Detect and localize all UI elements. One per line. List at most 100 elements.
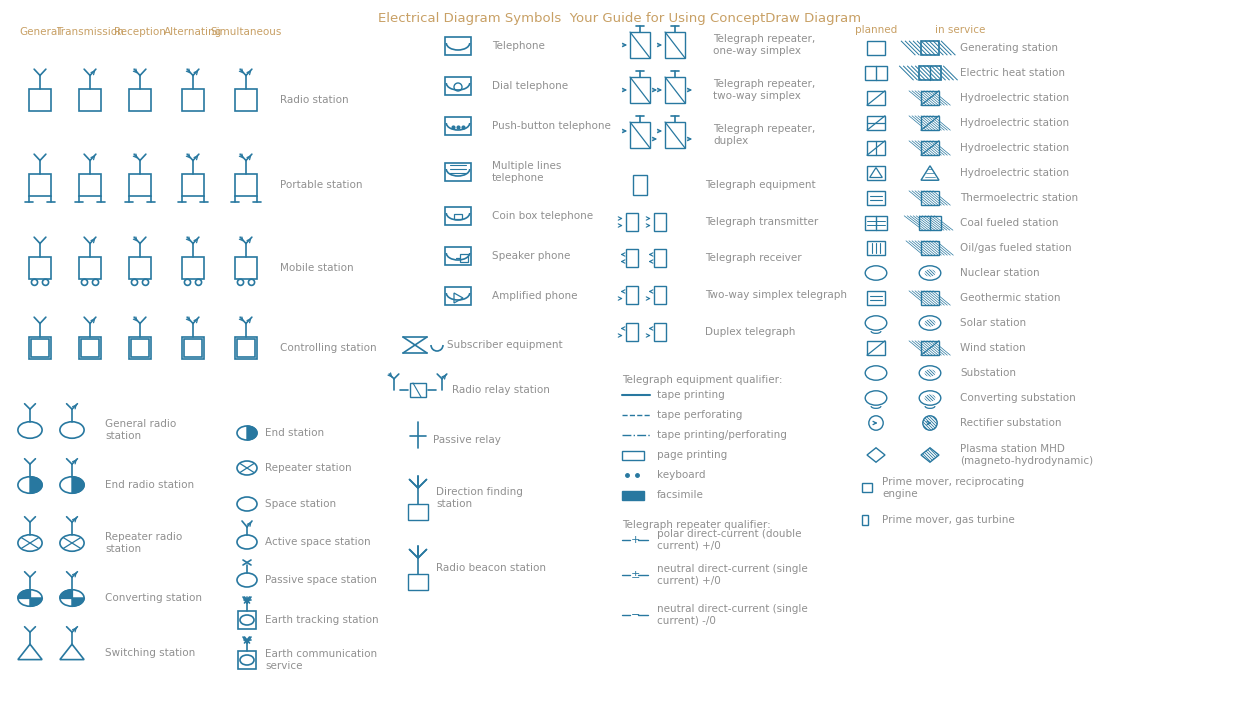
Text: neutral direct-current (single
current) +/0: neutral direct-current (single current) … [657,564,807,586]
Text: Electric heat station: Electric heat station [960,68,1065,78]
Bar [184,339,202,357]
Text: Coal fueled station: Coal fueled station [960,218,1059,228]
Bar [182,257,205,279]
Bar [29,257,51,279]
Bar [862,515,868,525]
Text: Portable station: Portable station [280,180,362,190]
Text: Hydroelectric station: Hydroelectric station [960,93,1069,103]
Bar [182,337,205,359]
Text: Transmission: Transmission [56,27,124,37]
Text: Passive space station: Passive space station [265,575,377,585]
Bar [445,77,471,95]
Bar [867,166,885,180]
Text: keyboard: keyboard [657,470,706,480]
Text: Electrical Diagram Symbols  Your Guide for Using ConceptDraw Diagram: Electrical Diagram Symbols Your Guide fo… [378,12,862,25]
Bar [867,241,885,256]
Text: Converting station: Converting station [105,593,202,603]
Bar [665,122,684,148]
Text: Amplified phone: Amplified phone [492,291,578,301]
Text: Telegraph transmitter: Telegraph transmitter [706,217,818,227]
Polygon shape [72,598,84,606]
Text: polar direct-current (double
current) +/0: polar direct-current (double current) +/… [657,529,801,551]
Text: Two-way simplex telegraph: Two-way simplex telegraph [706,290,847,300]
Text: tape printing/perforating: tape printing/perforating [657,430,787,440]
Text: End station: End station [265,428,324,438]
Bar [919,66,941,80]
Bar [622,491,644,500]
Bar [921,191,939,205]
Text: Telegraph repeater,
two-way simplex: Telegraph repeater, two-way simplex [713,79,815,101]
Bar [182,89,205,111]
Text: Radio beacon station: Radio beacon station [436,563,546,573]
Text: Hydroelectric station: Hydroelectric station [960,168,1069,178]
Text: Duplex telegraph: Duplex telegraph [706,327,795,337]
Text: Hydroelectric station: Hydroelectric station [960,118,1069,128]
Bar [653,323,666,340]
Text: Space station: Space station [265,499,336,509]
Bar [665,77,684,103]
Text: tape perforating: tape perforating [657,410,743,420]
Text: planned: planned [854,25,897,35]
Text: Telegraph repeater qualifier:: Telegraph repeater qualifier: [622,520,771,530]
Bar [866,216,887,230]
Text: in service: in service [935,25,986,35]
Text: Alternating: Alternating [164,27,222,37]
Text: Switching station: Switching station [105,648,195,658]
Bar [79,89,100,111]
Text: Radio relay station: Radio relay station [453,385,549,395]
Text: page printing: page printing [657,450,727,460]
Bar [129,174,151,196]
Text: Earth tracking station: Earth tracking station [265,615,378,625]
Bar [445,287,471,305]
Polygon shape [17,590,30,598]
Bar [626,249,639,266]
Bar [653,286,666,303]
Bar [29,174,51,196]
Text: Nuclear station: Nuclear station [960,268,1039,278]
Bar [81,339,99,357]
Text: ±: ± [631,570,640,580]
Bar [29,89,51,111]
Bar [921,91,939,105]
Polygon shape [60,590,72,598]
Bar [237,339,255,357]
Bar [445,37,471,55]
Text: Simultaneous: Simultaneous [211,27,281,37]
Bar [921,141,939,155]
Bar [919,216,941,230]
Text: Push-button telephone: Push-button telephone [492,121,611,131]
Bar [129,337,151,359]
Text: Prime mover, reciprocating
engine: Prime mover, reciprocating engine [882,477,1024,499]
Bar [236,337,257,359]
Bar [630,77,650,103]
Text: +: + [631,535,640,545]
Text: Telegraph repeater,
duplex: Telegraph repeater, duplex [713,124,815,146]
Text: General radio
station: General radio station [105,419,176,441]
Text: Repeater station: Repeater station [265,463,352,473]
Bar [867,91,885,105]
Bar [867,116,885,130]
Bar [236,257,257,279]
Text: neutral direct-current (single
current) -/0: neutral direct-current (single current) … [657,604,807,626]
Bar [867,41,885,55]
Text: Telegraph receiver: Telegraph receiver [706,253,801,263]
Text: Active space station: Active space station [265,537,371,547]
Bar [408,504,428,520]
Bar [867,291,885,305]
Text: Reception: Reception [114,27,166,37]
Bar [626,213,639,231]
Text: tape printing: tape printing [657,390,724,400]
Polygon shape [247,426,257,440]
Text: Earth communication
service: Earth communication service [265,649,377,671]
Text: Coin box telephone: Coin box telephone [492,211,593,221]
Bar [632,175,647,195]
Bar [866,66,887,80]
Text: Generating station: Generating station [960,43,1058,53]
Bar [630,32,650,58]
Text: Controlling station: Controlling station [280,343,377,353]
Bar [653,213,666,231]
Bar [867,191,885,205]
Bar [921,41,939,55]
Bar [921,340,939,355]
Text: Solar station: Solar station [960,318,1027,328]
